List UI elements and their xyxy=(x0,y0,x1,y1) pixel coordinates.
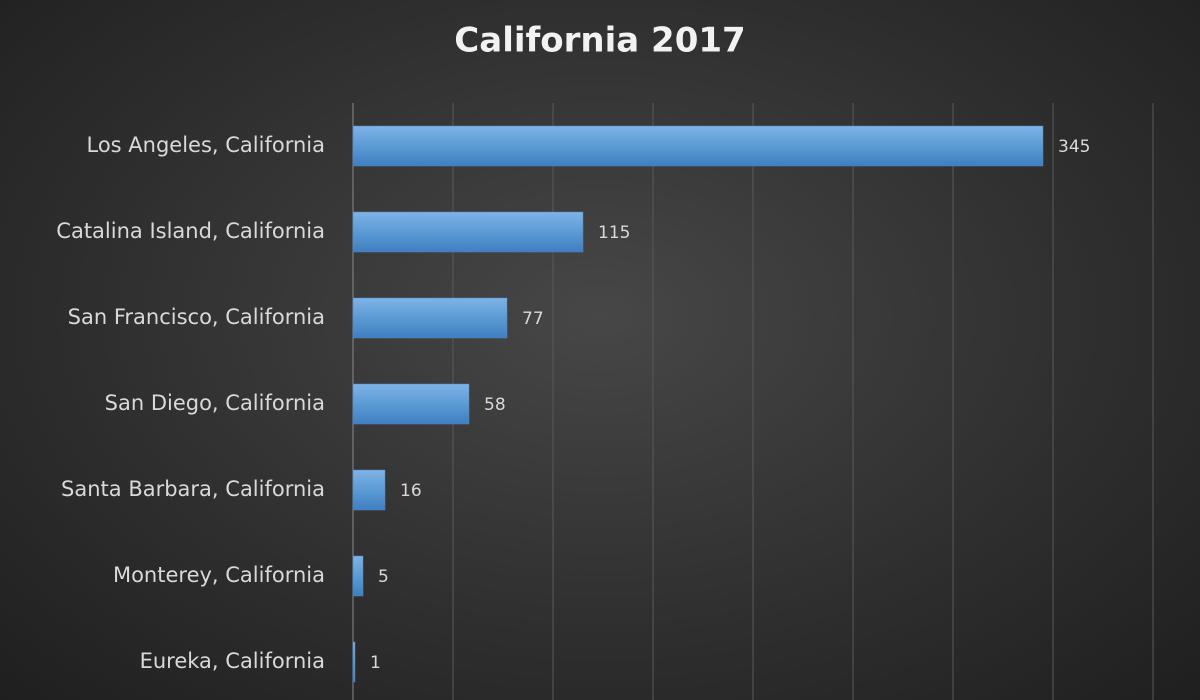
bar xyxy=(352,211,584,253)
y-tick-label: Santa Barbara, California xyxy=(61,477,325,501)
data-label: 115 xyxy=(598,223,630,243)
y-tick-label: San Francisco, California xyxy=(68,305,325,329)
data-label: 58 xyxy=(484,395,506,415)
y-tick-label: Los Angeles, California xyxy=(87,133,326,157)
data-label: 5 xyxy=(378,567,389,587)
bar xyxy=(352,469,386,511)
data-label: 345 xyxy=(1058,137,1090,157)
bar xyxy=(352,555,364,597)
data-label: 16 xyxy=(400,481,422,501)
bar xyxy=(352,383,470,425)
y-tick-label: San Diego, California xyxy=(105,391,325,415)
bar xyxy=(352,125,1044,167)
bar xyxy=(352,641,356,683)
y-tick-label: Catalina Island, California xyxy=(56,219,325,243)
chart-title: California 2017 xyxy=(454,21,745,61)
data-label: 1 xyxy=(370,653,381,673)
bar xyxy=(352,297,508,339)
data-label: 77 xyxy=(522,309,544,329)
y-tick-label: Monterey, California xyxy=(113,563,325,587)
y-tick-label: Eureka, California xyxy=(140,649,325,673)
